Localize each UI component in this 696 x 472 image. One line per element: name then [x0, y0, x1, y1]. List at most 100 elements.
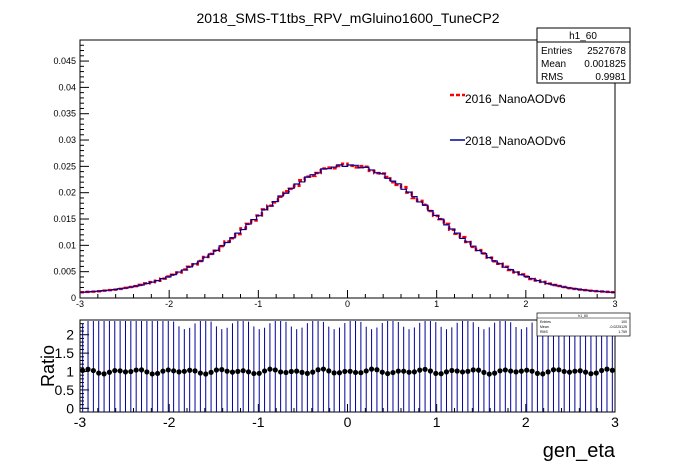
ratio-point — [529, 368, 535, 374]
ratio-point — [160, 368, 166, 374]
ratio-point — [235, 368, 241, 374]
ratio-y-tick-label: 1 — [66, 364, 74, 380]
ratio-x-tick-label: -3 — [74, 414, 87, 430]
ratio-point — [331, 370, 337, 376]
ratio-point — [572, 368, 578, 374]
ratio-point — [294, 368, 300, 374]
ratio-point — [582, 369, 589, 375]
main-y-tick-label: 0.045 — [53, 56, 76, 66]
ratio-point — [502, 367, 508, 373]
ratio-x-axis: -3 -2 -1 0 1 2 3 — [74, 404, 619, 430]
stats-box-name: h1_60 — [569, 31, 597, 42]
ratio-point — [379, 369, 385, 375]
ratio-stats-mean-value: -0.0225125 — [609, 325, 627, 329]
ratio-point — [347, 368, 353, 374]
ratio-point — [326, 368, 332, 374]
ratio-point — [288, 368, 294, 375]
stats-rms-label: RMS — [541, 72, 564, 83]
legend-label-2016: 2016_NanoAODv6 — [465, 92, 566, 106]
series-2018-step — [80, 164, 615, 293]
ratio-point — [481, 369, 487, 375]
ratio-point — [128, 368, 134, 375]
stats-box: h1_60 Entries 2527678 Mean 0.001825 RMS … — [536, 27, 631, 84]
ratio-point — [165, 367, 171, 373]
ratio-point — [187, 367, 193, 373]
ratio-point — [154, 370, 161, 377]
ratio-point — [96, 370, 102, 376]
main-y-tick-label: 0 — [71, 293, 76, 303]
legend-label-2018: 2018_NanoAODv6 — [465, 134, 566, 148]
ratio-point — [459, 369, 466, 375]
ratio-point — [411, 369, 417, 375]
ratio-point — [90, 367, 96, 374]
ratio-stats-rms-label: RMS — [540, 330, 548, 334]
main-x-tick-label: 3 — [612, 299, 617, 309]
ratio-y-tick-label: 0.5 — [55, 382, 75, 398]
main-x-tick-label: -1 — [254, 299, 262, 309]
ratio-point — [566, 369, 573, 375]
ratio-point — [524, 367, 530, 373]
ratio-point — [358, 370, 364, 376]
ratio-point — [518, 368, 524, 374]
ratio-stats-mean-label: Mean — [540, 325, 549, 329]
ratio-point — [278, 369, 284, 375]
ratio-point — [449, 367, 455, 374]
ratio-point — [438, 371, 444, 377]
ratio-point — [540, 371, 546, 377]
main-x-tick-label: 1 — [434, 299, 439, 309]
stats-entries-value: 2527678 — [587, 46, 626, 57]
ratio-point — [470, 367, 476, 373]
ratio-point — [604, 366, 610, 372]
ratio-point — [454, 368, 460, 374]
ratio-point — [283, 369, 289, 376]
ratio-point — [272, 367, 278, 373]
main-x-tick-label: 2 — [523, 299, 528, 309]
ratio-point — [417, 367, 423, 373]
ratio-point — [395, 368, 401, 374]
ratio-point — [122, 369, 129, 375]
ratio-point — [106, 369, 113, 375]
ratio-point — [203, 371, 209, 377]
ratio-y-tick-label: 0 — [66, 400, 74, 416]
main-y-tick-label: 0.04 — [58, 82, 76, 92]
ratio-point — [144, 369, 150, 375]
ratio-point — [513, 369, 519, 375]
main-y-tick-label: 0.015 — [53, 214, 76, 224]
stats-mean-value: 0.001825 — [584, 59, 626, 70]
ratio-point — [133, 367, 139, 373]
ratio-x-tick-label: -1 — [252, 414, 265, 430]
ratio-stats-box: h1_60 Entries 100 Mean -0.0225125 RMS 1.… — [536, 312, 631, 337]
ratio-point — [550, 367, 557, 373]
ratio-point — [197, 370, 203, 376]
ratio-point — [401, 368, 407, 374]
main-y-tick-label: 0.005 — [53, 267, 76, 277]
ratio-point — [492, 370, 498, 376]
chart-title: 2018_SMS-T1tbs_RPV_mGluino1600_TuneCP2 — [196, 10, 500, 26]
ratio-point — [368, 366, 375, 372]
ratio-point — [261, 368, 268, 374]
main-x-axis: -3 -2 -1 0 1 2 3 — [76, 290, 618, 309]
ratio-point — [208, 369, 214, 375]
ratio-point — [80, 367, 86, 374]
main-y-tick-label: 0.025 — [53, 161, 76, 171]
ratio-point — [352, 369, 359, 376]
main-y-tick-label: 0.035 — [53, 109, 76, 119]
ratio-y-axis: 0 0.5 1 1.5 2 — [55, 323, 89, 416]
ratio-point — [486, 371, 492, 377]
ratio-point — [229, 369, 236, 375]
main-x-tick-label: -3 — [76, 299, 84, 309]
ratio-y-tick-label: 1.5 — [55, 345, 75, 361]
ratio-plot-frame — [79, 319, 616, 413]
main-histograms — [80, 162, 615, 294]
ratio-point — [443, 369, 450, 375]
ratio-point — [390, 369, 396, 376]
ratio-stats-entries-label: Entries — [540, 320, 551, 324]
ratio-point — [545, 369, 551, 375]
main-y-tick-label: 0.02 — [58, 188, 76, 198]
ratio-point — [240, 368, 246, 374]
main-y-axis: 0 0.005 0.01 0.015 0.02 0.025 0.03 0.035 0.04 0.0… — [53, 44, 89, 303]
main-x-tick-label: -2 — [165, 299, 173, 309]
stats-entries-label: Entries — [541, 46, 572, 57]
ratio-point — [508, 368, 514, 374]
